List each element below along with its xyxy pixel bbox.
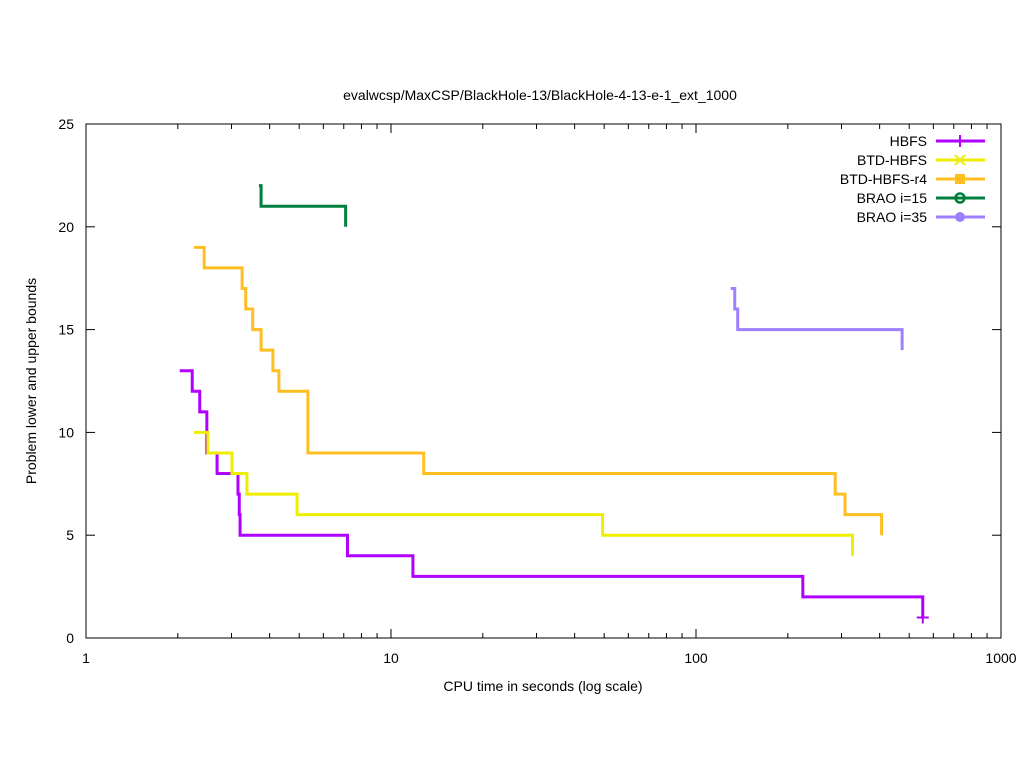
chart-title: evalwcsp/MaxCSP/BlackHole-13/BlackHole-4… [343,87,737,103]
series-line-brao-i-15 [258,184,348,227]
x-tick-label: 1 [82,650,90,666]
legend-label: BRAO i=15 [857,190,928,206]
circle-marker-icon [954,192,966,204]
legend-label: HBFS [890,133,927,149]
y-tick-label: 20 [58,219,74,235]
x-tick-label: 10 [383,650,399,666]
y-tick-label: 25 [58,116,74,132]
legend: HBFS BTD-HBFS BTD-HBFS-r4 BRAO i=15 BRAO i=3… [840,133,985,225]
y-tick-label: 0 [66,630,74,646]
circle-marker-icon [955,212,965,222]
y-tick-label: 5 [66,527,74,543]
series-line-brao-i-35 [730,286,904,351]
y-tick-label: 10 [58,424,74,440]
series-line-btd-hbfs [194,430,855,556]
y-tick-label: 15 [58,322,74,338]
legend-label: BTD-HBFS [857,152,927,168]
star-marker-icon [954,154,966,166]
series-end-marker [916,611,929,624]
y-axis-label: Problem lower and upper bounds [23,278,39,484]
series-line-btd-hbfs-r4 [194,245,884,536]
plot-frame [85,123,1002,639]
x-axis-label: CPU time in seconds (log scale) [443,678,642,694]
series-line-hbfs [179,369,925,618]
plus-marker-icon [954,135,966,147]
legend-label: BRAO i=35 [857,209,928,225]
square-marker-icon [955,174,965,184]
x-tick-label: 1000 [985,650,1016,666]
legend-label: BTD-HBFS-r4 [840,171,927,187]
x-tick-label: 100 [684,650,708,666]
